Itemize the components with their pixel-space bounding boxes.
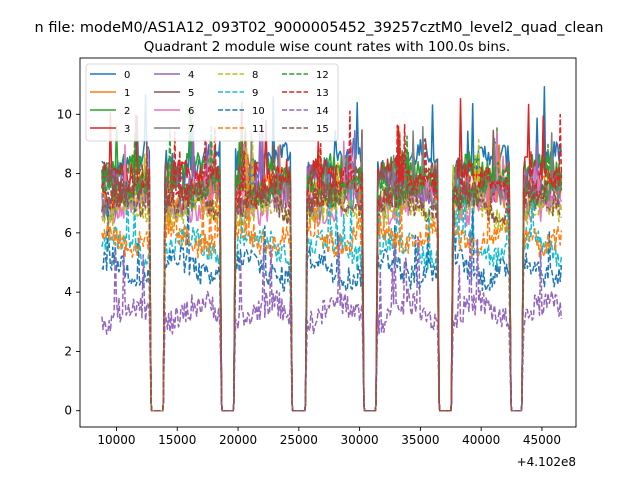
chart-suptitle: n file: modeM0/AS1A12_093T02_9000005452_…	[35, 20, 604, 36]
y-tick-label: 2	[64, 344, 72, 358]
x-tick-label: 35000	[401, 433, 439, 447]
legend-frame	[85, 63, 339, 142]
y-tick-label: 4	[64, 285, 72, 299]
series-line-12	[101, 124, 563, 412]
legend-label-9: 9	[252, 88, 258, 99]
y-tick-label: 0	[64, 404, 72, 418]
legend-label-10: 10	[252, 106, 265, 117]
axes-frame	[79, 57, 577, 428]
legend-label-6: 6	[188, 106, 194, 117]
x-tick-label: 30000	[341, 433, 379, 447]
legend-label-8: 8	[252, 70, 258, 81]
legend-label-15: 15	[316, 124, 329, 135]
series-line-9	[101, 165, 563, 412]
x-tick-label: 40000	[462, 433, 500, 447]
y-tick-label: 6	[64, 226, 72, 240]
x-tick-label: 15000	[158, 433, 196, 447]
legend-label-5: 5	[188, 88, 194, 99]
x-tick-label: 45000	[523, 433, 561, 447]
x-axis-offset-label: +4.102e8	[517, 455, 576, 469]
series-line-13	[101, 110, 563, 412]
legend-label-4: 4	[188, 70, 194, 81]
series-line-11	[101, 153, 563, 412]
chart-title: Quadrant 2 module wise count rates with …	[144, 39, 510, 55]
y-tick-label: 8	[64, 167, 72, 181]
x-tick-label: 10000	[97, 433, 135, 447]
legend-label-12: 12	[316, 70, 329, 81]
y-tick-label: 10	[57, 107, 72, 121]
legend-label-7: 7	[188, 124, 194, 135]
x-tick-label: 20000	[219, 433, 257, 447]
legend-label-13: 13	[316, 88, 329, 99]
legend-label-0: 0	[124, 70, 130, 81]
series-group	[101, 86, 563, 412]
legend-label-11: 11	[252, 124, 265, 135]
x-tick-label: 25000	[280, 433, 318, 447]
series-line-10	[101, 194, 563, 412]
legend-label-14: 14	[316, 106, 329, 117]
plot-area: 10000 15000 20000 25000 30000 35000 40000 45000…	[57, 57, 577, 447]
legend-label-1: 1	[124, 88, 130, 99]
series-line-15	[101, 141, 562, 412]
legend-label-2: 2	[124, 106, 130, 117]
legend-label-3: 3	[124, 124, 130, 135]
series-line-14	[101, 230, 563, 412]
